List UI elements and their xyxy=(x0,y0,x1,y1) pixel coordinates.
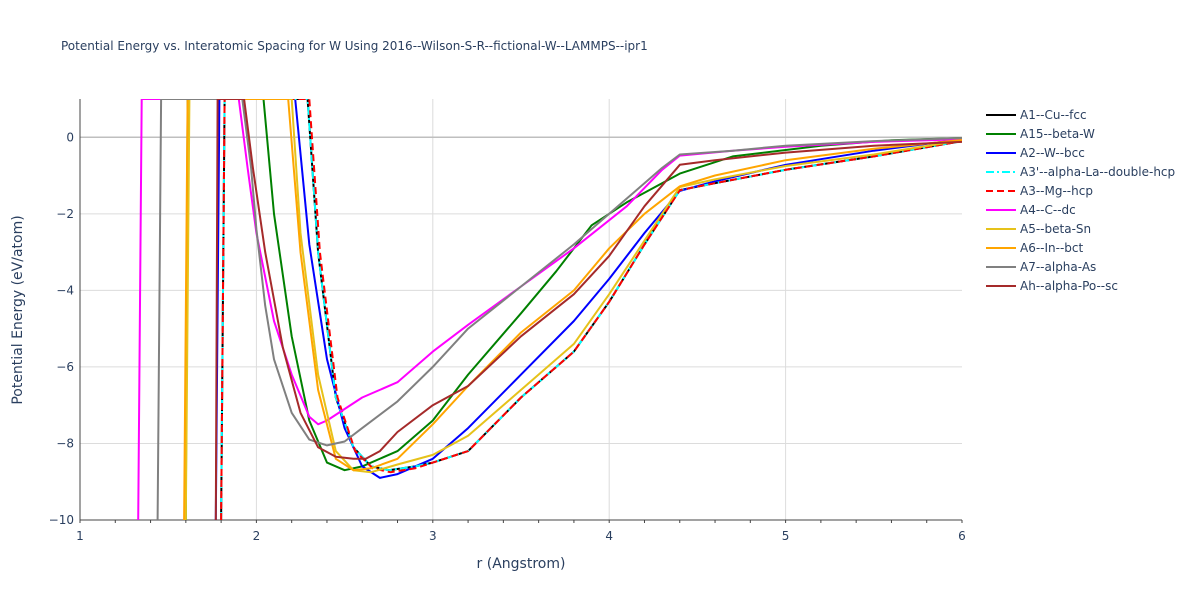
series-line-3 xyxy=(220,99,962,520)
y-tick-label: −8 xyxy=(56,436,74,450)
x-tick-label: 6 xyxy=(958,529,966,543)
legend-item-label[interactable]: A3'--alpha-La--double-hcp xyxy=(1020,165,1175,179)
y-tick-label: −10 xyxy=(49,513,74,527)
series-line-1 xyxy=(184,99,962,520)
y-tick-label: −4 xyxy=(56,283,74,297)
legend: A1--Cu--fcc A15--beta-W A2--W--bcc A3'--alp… xyxy=(986,108,1175,293)
series-line-6 xyxy=(184,99,962,520)
y-tick-label: 0 xyxy=(66,130,74,144)
legend-item-label[interactable]: A6--In--bct xyxy=(1020,241,1084,255)
legend-item-label[interactable]: A15--beta-W xyxy=(1020,127,1095,141)
legend-item-label[interactable]: A5--beta-Sn xyxy=(1020,222,1091,236)
x-axis-title: r (Angstrom) xyxy=(477,556,566,572)
series-line-8 xyxy=(156,99,962,520)
x-tick-label: 1 xyxy=(76,529,84,543)
chart-title: Potential Energy vs. Interatomic Spacing… xyxy=(61,39,648,53)
series-line-7 xyxy=(183,99,962,520)
x-tick-label: 4 xyxy=(605,529,613,543)
axes xyxy=(79,99,963,523)
legend-item-label[interactable]: A2--W--bcc xyxy=(1020,146,1085,160)
legend-item-label[interactable]: A1--Cu--fcc xyxy=(1020,108,1087,122)
legend-item-label[interactable]: A4--C--dc xyxy=(1020,203,1076,217)
legend-item-label[interactable]: Ah--alpha-Po--sc xyxy=(1020,279,1118,293)
legend-item-label[interactable]: A3--Mg--hcp xyxy=(1020,184,1093,198)
series-lines xyxy=(137,99,962,520)
y-tick-label: −2 xyxy=(56,207,74,221)
series-line-0 xyxy=(220,99,962,520)
series-line-9 xyxy=(214,99,962,520)
series-line-2 xyxy=(214,99,962,520)
y-axis-title: Potential Energy (eV/atom) xyxy=(10,215,26,404)
legend-item-label[interactable]: A7--alpha-As xyxy=(1020,260,1096,274)
y-tick-label: −6 xyxy=(56,360,74,374)
x-tick-label: 2 xyxy=(253,529,261,543)
x-tick-label: 3 xyxy=(429,529,437,543)
tick-labels: 1 2 3 4 5 6 0 −2 −4 −6 −8 −10 xyxy=(49,130,966,543)
x-tick-label: 5 xyxy=(782,529,790,543)
series-line-4 xyxy=(220,99,962,520)
